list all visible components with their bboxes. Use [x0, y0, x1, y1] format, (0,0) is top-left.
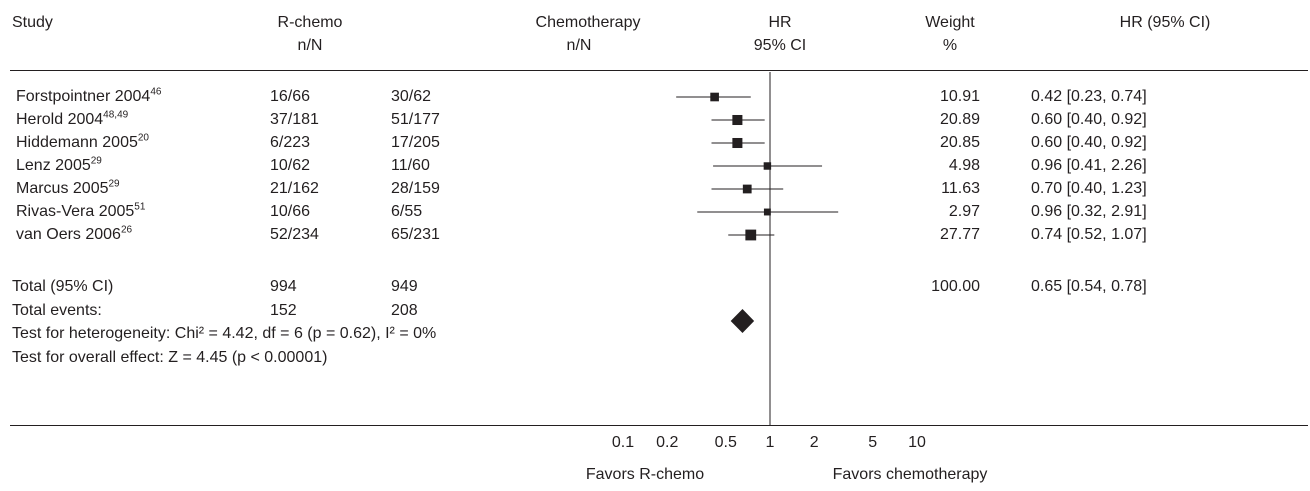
header-hr-sub: 95% CI [753, 37, 807, 54]
study-marker [763, 208, 771, 216]
study-marker [710, 92, 719, 102]
study-marker [763, 162, 772, 170]
study-name: Marcus 200529 [16, 178, 120, 197]
weight-value: 10.91 [939, 88, 980, 105]
x-tick-label: 2 [810, 434, 819, 451]
study-name: Rivas-Vera 200551 [16, 201, 146, 220]
header-chemo: Chemotherapy [535, 14, 641, 31]
rchemo-count: 37/181 [270, 111, 319, 128]
hr-ci-value: 0.60 [0.40, 0.92] [1031, 111, 1147, 128]
study-name: Hiddemann 200520 [16, 132, 149, 151]
rchemo-count: 16/66 [270, 88, 311, 105]
rchemo-count: 10/66 [270, 203, 311, 220]
weight-value: 20.89 [939, 111, 980, 128]
study-marker [742, 184, 752, 194]
x-tick-label: 0.1 [612, 434, 634, 451]
x-tick-label: 0.5 [715, 434, 737, 451]
chemo-count: 11/60 [391, 157, 430, 174]
x-tick-label: 10 [908, 434, 926, 451]
chemo-count: 28/159 [391, 180, 440, 197]
total-hr-ci: 0.65 [0.54, 0.78] [1031, 278, 1147, 295]
events-label: Total events: [12, 302, 102, 319]
weight-value: 2.97 [948, 203, 980, 220]
rchemo-count: 52/234 [270, 226, 319, 243]
footer-rule [10, 425, 1308, 426]
heterogeneity-test: Test for heterogeneity: Chi² = 4.42, df … [12, 325, 437, 342]
favors-right-label: Favors chemotherapy [832, 466, 988, 483]
total-rchemo: 994 [270, 278, 297, 295]
study-name: Herold 200448,49 [16, 109, 129, 128]
header-rchemo: R-chemo [277, 14, 343, 31]
header-hr: HR [768, 14, 792, 31]
weight-value: 4.98 [948, 157, 980, 174]
chemo-count: 6/55 [391, 203, 423, 220]
overall-effect-test: Test for overall effect: Z = 4.45 (p < 0… [12, 349, 328, 366]
header-weight: Weight [925, 14, 975, 31]
rchemo-count: 21/162 [270, 180, 319, 197]
chemo-count: 30/62 [391, 88, 432, 105]
study-marker [745, 229, 757, 241]
favors-left-label: Favors R-chemo [585, 466, 705, 483]
pooled-diamond [730, 309, 755, 333]
chemo-count: 51/177 [391, 111, 440, 128]
total-weight: 100.00 [931, 278, 980, 295]
header-weight-sub: % [942, 37, 958, 54]
chemo-count: 17/205 [391, 134, 440, 151]
total-chemo: 949 [391, 278, 418, 295]
hr-ci-value: 0.60 [0.40, 0.92] [1031, 134, 1147, 151]
study-name: van Oers 200626 [16, 224, 133, 243]
header-rule [10, 70, 1308, 71]
hr-ci-value: 0.96 [0.41, 2.26] [1031, 157, 1147, 174]
chemo-count: 65/231 [391, 226, 440, 243]
weight-value: 27.77 [939, 226, 980, 243]
study-marker [732, 114, 743, 126]
rchemo-count: 6/223 [270, 134, 311, 151]
x-tick-label: 1 [766, 434, 775, 451]
study-marker [732, 137, 743, 149]
hr-ci-value: 0.70 [0.40, 1.23] [1031, 180, 1147, 197]
study-name: Lenz 200529 [16, 155, 102, 174]
weight-value: 20.85 [939, 134, 980, 151]
study-name: Forstpointner 200446 [16, 86, 162, 105]
rchemo-count: 10/62 [270, 157, 311, 174]
header-study: Study [12, 14, 53, 31]
hr-ci-value: 0.74 [0.52, 1.07] [1031, 226, 1147, 243]
x-tick-label: 5 [868, 434, 877, 451]
events-rchemo: 152 [270, 302, 297, 319]
hr-ci-value: 0.96 [0.32, 2.91] [1031, 203, 1147, 220]
total-label: Total (95% CI) [12, 278, 114, 295]
header-hr-ci: HR (95% CI) [1119, 14, 1211, 31]
header-rchemo-sub: n/N [297, 37, 323, 54]
events-chemo: 208 [391, 302, 418, 319]
hr-ci-value: 0.42 [0.23, 0.74] [1031, 88, 1147, 105]
header-chemo-sub: n/N [566, 37, 592, 54]
x-tick-label: 0.2 [656, 434, 678, 451]
weight-value: 11.63 [941, 180, 980, 197]
